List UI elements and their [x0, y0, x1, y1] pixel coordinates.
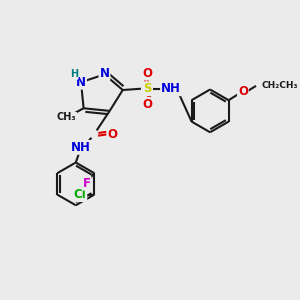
Text: O: O — [238, 85, 248, 98]
Text: H: H — [70, 69, 78, 79]
Text: N: N — [76, 76, 86, 89]
Text: O: O — [107, 128, 117, 141]
Text: O: O — [142, 98, 152, 111]
Text: NH: NH — [161, 82, 181, 95]
Text: O: O — [142, 67, 152, 80]
Text: CH₃: CH₃ — [57, 112, 76, 122]
Text: N: N — [100, 67, 110, 80]
Text: CH₂CH₃: CH₂CH₃ — [261, 81, 298, 90]
Text: Cl: Cl — [74, 188, 86, 201]
Text: S: S — [143, 82, 152, 95]
Text: NH: NH — [71, 141, 91, 154]
Text: F: F — [82, 177, 91, 190]
